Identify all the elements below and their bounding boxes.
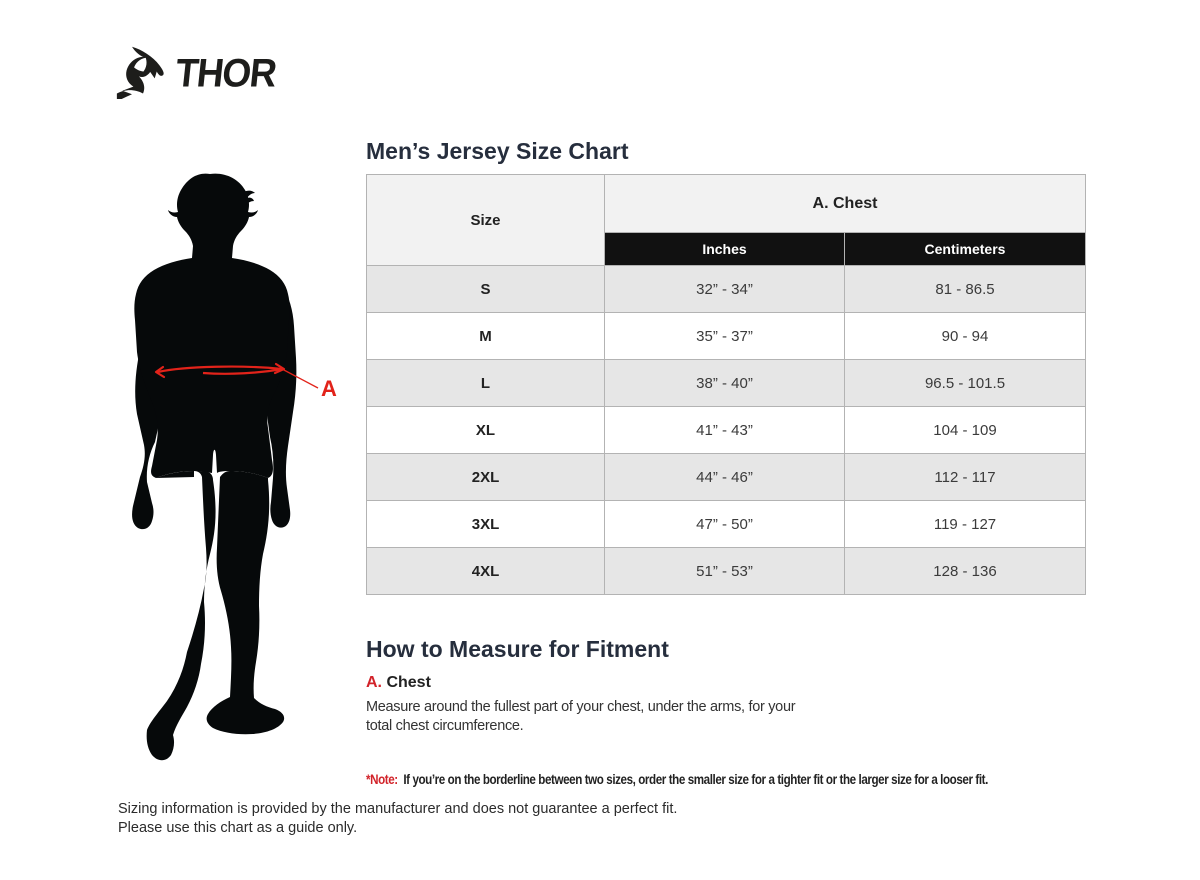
svg-text:A: A	[321, 376, 337, 401]
